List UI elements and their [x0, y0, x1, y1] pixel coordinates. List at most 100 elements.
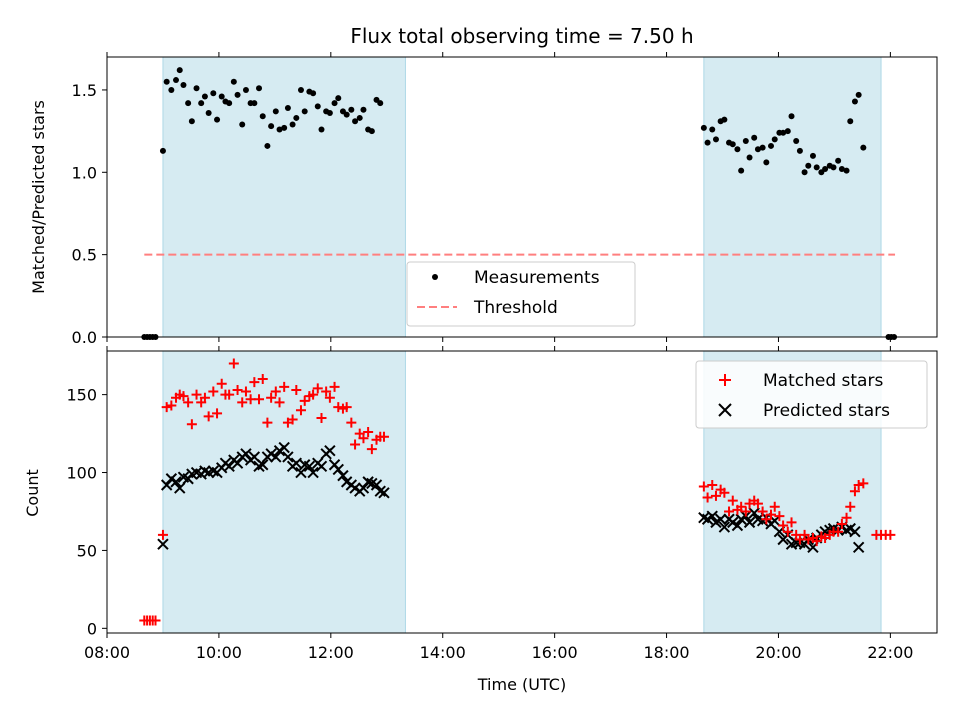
predicted-star-marker	[731, 519, 744, 532]
predicted-star-marker	[270, 451, 282, 463]
measurement-point	[218, 93, 225, 100]
matched-star-marker	[740, 506, 751, 517]
matched-star-marker	[757, 506, 768, 517]
measurement-point	[239, 121, 246, 128]
measurement-point	[318, 126, 325, 133]
x-tick-label: 08:00	[84, 643, 130, 662]
matched-star-marker	[254, 394, 265, 405]
measurement-point	[356, 114, 363, 121]
matched-star-marker	[212, 408, 223, 419]
matched-star-marker	[769, 501, 780, 512]
y-tick-label: 0.0	[72, 328, 97, 347]
matched-star-marker	[299, 395, 310, 406]
measurement-point	[738, 167, 745, 174]
matched-star-marker	[836, 518, 847, 529]
matched-star-marker	[366, 444, 377, 455]
predicted-star-marker	[332, 463, 344, 476]
measurement-point	[700, 124, 707, 131]
matched-star-marker	[203, 411, 214, 422]
legend: Matched stars Predicted stars	[695, 360, 928, 429]
measurement-point	[242, 86, 249, 93]
predicted-star-marker	[282, 451, 294, 463]
predicted-star-marker	[257, 459, 269, 471]
x-tick-label: 18:00	[643, 643, 689, 662]
measurement-point	[198, 100, 205, 107]
predicted-star-marker	[378, 487, 390, 499]
matched-star-marker	[191, 389, 202, 400]
matched-star-marker	[287, 414, 298, 425]
legend-label-measurements: Measurements	[474, 268, 600, 288]
measurement-point	[168, 86, 175, 93]
measurement-point	[754, 146, 761, 153]
plot-frame	[106, 350, 938, 634]
measurement-point	[709, 126, 716, 133]
matched-star-marker	[782, 526, 793, 537]
predicted-star-marker	[743, 516, 756, 529]
matched-star-marker	[710, 490, 721, 501]
measurement-point	[173, 77, 180, 84]
measurement-point	[281, 124, 288, 131]
matched-star-marker	[853, 479, 864, 490]
matched-star-marker	[346, 417, 357, 428]
bottom-y-axis-label: Count	[23, 469, 42, 517]
matched-star-marker	[208, 386, 219, 397]
matched-star-marker	[183, 397, 194, 408]
measurement-point	[264, 142, 271, 149]
matched-star-marker	[161, 402, 172, 413]
measurement-point	[297, 86, 304, 93]
measurement-point	[851, 98, 858, 105]
measurement-point	[838, 166, 845, 172]
measurement-point	[293, 114, 300, 121]
x-tick-label: 22:00	[867, 643, 913, 662]
predicted-star-marker	[315, 460, 328, 473]
matched-star-marker	[803, 534, 814, 545]
measurement-point	[234, 91, 241, 98]
matched-star-marker	[719, 487, 730, 498]
count-panel: 08:00 10:00 12:00 14:00 16:00 18:00 20:00 22:00…	[66, 346, 938, 662]
measurement-point	[159, 147, 166, 154]
matched-star-marker	[178, 391, 189, 402]
matched-star-marker	[719, 374, 731, 386]
y-tick-label: 150	[66, 386, 97, 405]
measurement-point	[343, 111, 350, 118]
matched-star-marker	[274, 397, 285, 408]
matched-star-marker	[724, 506, 735, 517]
matched-star-marker	[727, 495, 738, 506]
matched-star-marker	[228, 358, 239, 369]
measurement-point	[335, 95, 342, 102]
measurement-point	[284, 105, 291, 112]
matched-star-marker	[341, 402, 352, 413]
matched-star-marker	[216, 378, 227, 389]
observing-window-band	[162, 56, 406, 338]
matched-star-marker	[702, 492, 713, 503]
measurement-point	[712, 136, 719, 143]
predicted-star-marker	[223, 460, 235, 473]
measurement-point	[855, 91, 862, 98]
matched-star-marker	[774, 511, 785, 522]
matched-star-marker	[249, 377, 260, 388]
y-tick-label: 50	[77, 541, 97, 560]
predicted-star-marker	[714, 513, 727, 525]
matched-star-marker	[845, 501, 856, 512]
plot-frame	[106, 56, 938, 338]
measurement-point	[768, 142, 774, 149]
measurement-point	[360, 106, 367, 113]
measurement-point	[226, 100, 233, 107]
measurement-point	[368, 128, 375, 135]
measurement-point	[314, 103, 321, 110]
measurement-point	[751, 134, 758, 141]
x-tick-label: 16:00	[532, 643, 578, 662]
observing-window-band	[162, 350, 406, 634]
y-tick-label: 100	[66, 464, 97, 483]
y-tick-label: 0	[87, 619, 97, 638]
predicted-star-marker	[718, 521, 731, 533]
predicted-star-marker	[357, 482, 370, 494]
matched-star-marker	[794, 534, 805, 545]
predicted-star-marker	[337, 469, 349, 482]
measurement-point	[860, 144, 867, 151]
matched-star-marker	[312, 383, 323, 394]
matched-star-marker	[358, 433, 369, 444]
predicted-star-marker	[278, 441, 290, 454]
y-tick-label: 1.5	[72, 81, 97, 100]
legend-label-matched: Matched stars	[763, 371, 883, 391]
